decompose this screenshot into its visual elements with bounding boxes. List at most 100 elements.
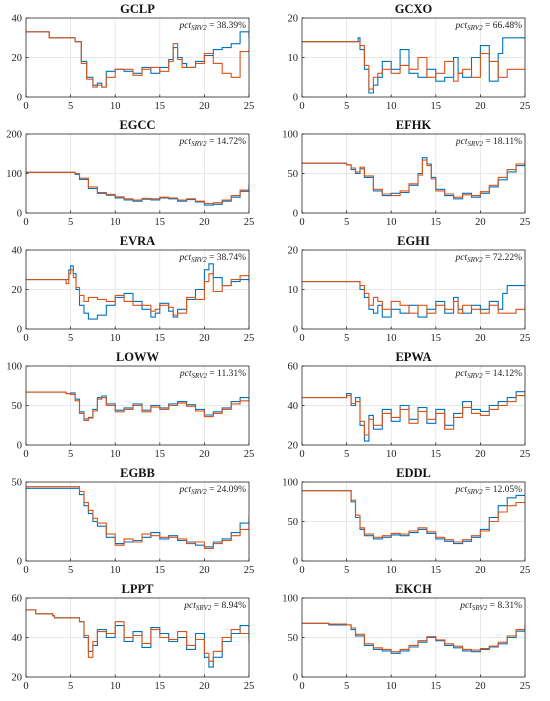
x-tick-label: 10 <box>386 565 397 576</box>
x-tick-label: 5 <box>344 217 349 228</box>
y-tick-label: 0 <box>293 93 298 104</box>
y-tick-label: 10 <box>288 53 299 64</box>
chart-evra: 0 5 10 15 20 25 0 20 40 EVRA pctSRV2 = 38.74% <box>12 234 255 344</box>
x-tick-label: 5 <box>68 101 73 112</box>
pct-annotation: pctSRV2 = 8.31% <box>459 601 522 612</box>
x-tick-label: 5 <box>344 681 349 692</box>
x-tick-label: 0 <box>299 681 304 692</box>
y-tick-label: 0 <box>17 441 22 452</box>
x-tick-label: 20 <box>199 333 210 344</box>
y-tick-label: 100 <box>6 169 22 180</box>
chart-epwa: 0 5 10 15 20 25 20 40 60 EPWA pctSRV2 = 14.12% <box>288 350 531 460</box>
chart-title: LOWW <box>116 350 160 364</box>
x-tick-label: 10 <box>110 681 121 692</box>
x-tick-label: 15 <box>155 101 166 112</box>
y-tick-label: 20 <box>288 441 299 452</box>
y-tick-label: 20 <box>12 285 23 296</box>
series-line-2 <box>302 159 525 198</box>
x-tick-label: 25 <box>244 449 255 460</box>
x-tick-label: 5 <box>344 101 349 112</box>
x-tick-label: 20 <box>199 449 210 460</box>
x-tick-label: 0 <box>23 217 28 228</box>
x-tick-label: 20 <box>475 333 486 344</box>
chart-title: EVRA <box>120 234 155 248</box>
chart-gcxo: 0 5 10 15 20 25 0 10 20 GCXO pctSRV2 = 66.48% <box>288 2 531 112</box>
x-tick-label: 15 <box>155 681 166 692</box>
y-tick-label: 10 <box>288 285 299 296</box>
x-tick-label: 10 <box>386 449 397 460</box>
y-tick-label: 0 <box>293 209 298 220</box>
x-tick-label: 15 <box>431 333 442 344</box>
pct-annotation: pctSRV2 = 38.39% <box>179 21 247 32</box>
x-tick-label: 5 <box>344 449 349 460</box>
x-tick-label: 20 <box>199 217 210 228</box>
chart-eghi: 0 5 10 15 20 25 0 10 20 EGHI pctSRV2 = 72.22% <box>288 234 531 344</box>
y-tick-label: 60 <box>288 362 299 373</box>
x-tick-label: 15 <box>155 449 166 460</box>
x-tick-label: 10 <box>110 217 121 228</box>
x-tick-label: 25 <box>244 101 255 112</box>
chart-title: EKCH <box>395 582 432 596</box>
x-tick-label: 0 <box>299 217 304 228</box>
chart-gclp: 0 5 10 15 20 25 0 20 40 GCLP pctSRV2 = 38.39% <box>12 2 255 112</box>
chart-lppt: 0 5 10 15 20 25 20 40 60 LPPT pctSRV2 = 8.94% <box>12 582 255 692</box>
chart-egbb: 0 5 10 15 20 25 0 50 EGBB pctSRV2 = 24.09% <box>12 466 255 576</box>
x-tick-label: 0 <box>23 449 28 460</box>
x-tick-label: 25 <box>244 681 255 692</box>
series-line-2 <box>302 41 525 90</box>
series-line-1 <box>26 171 249 206</box>
x-tick-label: 10 <box>386 101 397 112</box>
x-tick-label: 0 <box>23 565 28 576</box>
x-tick-label: 5 <box>68 449 73 460</box>
series-line-2 <box>26 269 249 316</box>
y-tick-label: 20 <box>12 53 23 64</box>
x-tick-label: 15 <box>431 217 442 228</box>
chart-ekch: 0 5 10 15 20 25 0 50 100 EKCH pctSRV2 = 8.31% <box>282 582 530 692</box>
x-tick-label: 20 <box>475 565 486 576</box>
x-tick-label: 20 <box>475 449 486 460</box>
chart-title: GCLP <box>120 2 155 16</box>
x-tick-label: 20 <box>475 681 486 692</box>
x-tick-label: 10 <box>110 449 121 460</box>
chart-title: EPWA <box>395 350 431 364</box>
y-tick-label: 50 <box>288 517 299 528</box>
x-tick-label: 25 <box>244 565 255 576</box>
chart-loww: 0 5 10 15 20 25 0 50 100 LOWW pctSRV2 = 11.31% <box>6 350 254 460</box>
y-tick-label: 100 <box>282 478 298 489</box>
pct-annotation: pctSRV2 = 38.74% <box>179 253 247 264</box>
pct-annotation: pctSRV2 = 24.09% <box>179 485 247 496</box>
x-tick-label: 0 <box>299 333 304 344</box>
chart-efhk: 0 5 10 15 20 25 0 50 100 EFHK pctSRV2 = 18.11% <box>282 118 530 228</box>
x-tick-label: 0 <box>299 449 304 460</box>
x-tick-label: 10 <box>386 333 397 344</box>
x-tick-label: 10 <box>386 681 397 692</box>
chart-title: EFHK <box>396 118 432 132</box>
series-line-2 <box>302 622 525 653</box>
x-tick-label: 10 <box>386 217 397 228</box>
x-tick-label: 25 <box>520 449 531 460</box>
axes-frame <box>25 481 250 562</box>
pct-annotation: pctSRV2 = 72.22% <box>455 253 523 264</box>
x-tick-label: 20 <box>199 565 210 576</box>
y-tick-label: 0 <box>293 673 298 684</box>
chart-title: EGHI <box>397 234 430 248</box>
y-tick-label: 40 <box>12 633 23 644</box>
x-tick-label: 25 <box>244 333 255 344</box>
y-tick-label: 50 <box>12 478 23 489</box>
x-tick-label: 25 <box>520 101 531 112</box>
plot-area <box>26 482 249 561</box>
series-line-2 <box>26 31 249 88</box>
x-tick-label: 15 <box>431 449 442 460</box>
x-tick-label: 20 <box>475 101 486 112</box>
chart-title: EGCC <box>119 118 155 132</box>
pct-annotation: pctSRV2 = 11.31% <box>179 369 246 380</box>
chart-eddl: 0 5 10 15 20 25 0 50 100 EDDL pctSRV2 = 12.05% <box>282 466 530 576</box>
x-tick-label: 15 <box>155 217 166 228</box>
series-line-2 <box>26 391 249 422</box>
y-tick-label: 100 <box>282 594 298 605</box>
y-tick-label: 40 <box>12 246 23 257</box>
y-tick-label: 50 <box>288 633 299 644</box>
chart-egcc: 0 5 10 15 20 25 0 100 200 EGCC pctSRV2 = 14.72% <box>6 118 254 228</box>
x-tick-label: 0 <box>23 681 28 692</box>
